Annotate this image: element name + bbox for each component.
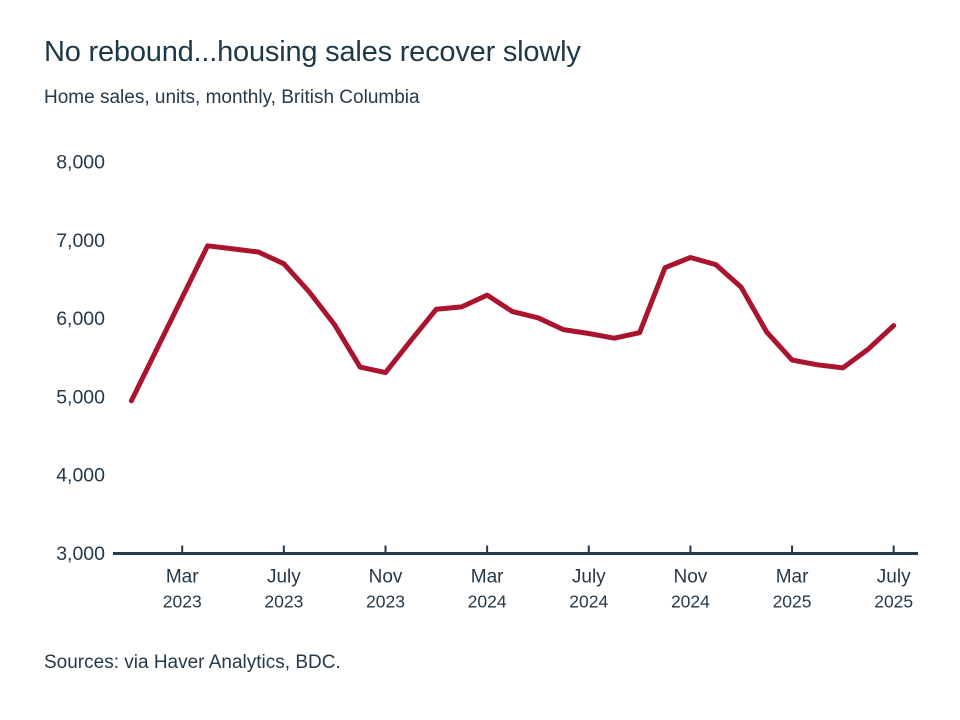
x-axis-tick-month: July — [572, 567, 606, 588]
x-axis-tick-year: 2023 — [366, 592, 405, 612]
x-axis-tick-year: 2024 — [569, 592, 608, 612]
source-note: Sources: via Haver Analytics, BDC. — [44, 652, 341, 673]
x-axis-tick-month: July — [267, 567, 301, 588]
x-axis-tick-year: 2025 — [773, 592, 812, 612]
x-axis-tick-year: 2024 — [671, 592, 710, 612]
x-axis-tick-year: 2023 — [163, 592, 202, 612]
x-axis-tick-month: Nov — [369, 567, 403, 588]
line-chart: 8,000 7,000 6,000 5,000 4,000 3,000 Mar 2023 Jul… — [56, 152, 918, 612]
x-axis-tick-year: 2024 — [468, 592, 507, 612]
y-axis-tick-label: 6,000 — [56, 308, 105, 330]
chart-subtitle: Home sales, units, monthly, British Colu… — [44, 87, 420, 108]
x-axis-tick-month: Mar — [471, 567, 504, 588]
y-axis-tick-label: 5,000 — [56, 386, 105, 408]
x-axis-tick-year: 2025 — [874, 592, 913, 612]
data-line-home-sales — [128, 243, 897, 404]
y-axis-tick-label: 8,000 — [56, 152, 105, 174]
y-axis-tick-label: 4,000 — [56, 465, 105, 487]
x-axis-tick-month: Mar — [166, 567, 199, 588]
y-axis-tick-label: 3,000 — [56, 543, 105, 565]
y-axis-tick-label: 7,000 — [56, 230, 105, 252]
x-axis-tick-year: 2023 — [264, 592, 303, 612]
x-axis-tick-month: Mar — [776, 567, 809, 588]
x-axis-tick-month: Nov — [674, 567, 708, 588]
chart-title: No rebound...housing sales recover slowl… — [44, 36, 581, 68]
x-axis-tick-month: July — [877, 567, 911, 588]
